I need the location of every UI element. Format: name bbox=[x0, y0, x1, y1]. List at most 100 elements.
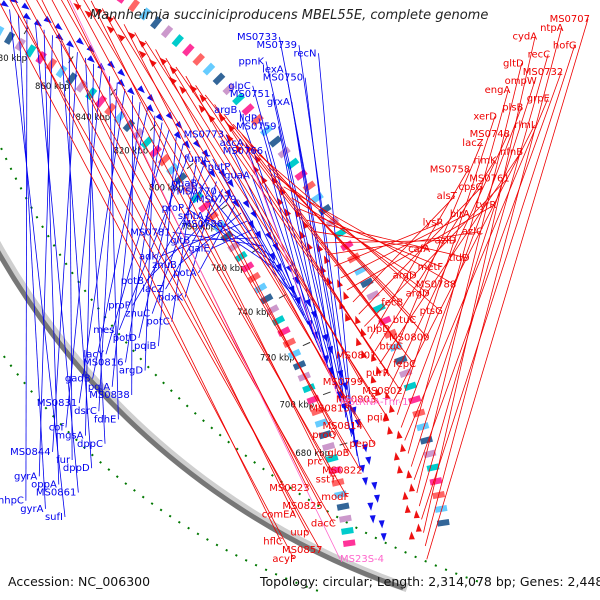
forward-gene-arrow bbox=[21, 2, 30, 10]
gene-label-reverse: sstT bbox=[316, 474, 337, 485]
gene-label-reverse: MS0801 bbox=[336, 350, 376, 361]
reverse-gene-arrow bbox=[299, 230, 306, 240]
leader-line bbox=[418, 54, 549, 507]
tick-label: 760 kbp bbox=[211, 264, 246, 274]
gene-label-forward: MS0838 bbox=[89, 390, 129, 401]
gene-label-reverse: MS0814 bbox=[322, 421, 362, 432]
reverse-gene-arrow bbox=[337, 279, 344, 288]
cog-category-block bbox=[166, 162, 180, 176]
gene-label-reverse: pqiA bbox=[367, 412, 389, 423]
leader-line bbox=[252, 85, 344, 408]
gene-label-reverse: MS0802 bbox=[362, 386, 402, 397]
gene-label-reverse: btuC bbox=[393, 315, 417, 326]
leader-line bbox=[334, 222, 442, 267]
forward-gene-arrow bbox=[362, 477, 368, 486]
reverse-gene-arrow bbox=[383, 413, 390, 422]
leader-line bbox=[192, 237, 259, 241]
gene-label-forward: dppC bbox=[77, 439, 103, 450]
gene-label-forward: MS0831 bbox=[37, 398, 77, 409]
gene-label-forward: lldP bbox=[239, 113, 257, 124]
forward-gene-arrow bbox=[127, 87, 135, 96]
leader-line bbox=[369, 169, 469, 339]
gene-label-reverse: acyP bbox=[272, 554, 296, 565]
gene-label-forward: MS0781 bbox=[130, 227, 170, 238]
forward-gene-arrow bbox=[354, 418, 361, 428]
cog-category-block bbox=[139, 7, 152, 21]
cog-category-block bbox=[240, 261, 255, 273]
tick-mark bbox=[220, 204, 228, 211]
cog-category-block bbox=[253, 282, 268, 294]
cog-category-block bbox=[241, 103, 255, 116]
cog-category-block bbox=[271, 315, 286, 327]
gene-label-reverse: ompW bbox=[505, 76, 537, 87]
leader-line bbox=[83, 0, 361, 471]
gene-label-forward: MS0759 bbox=[236, 121, 276, 132]
cog-category-block bbox=[340, 240, 354, 252]
forward-gene-arrow bbox=[365, 456, 372, 465]
leader-line bbox=[410, 80, 536, 467]
forward-gene-arrow bbox=[226, 179, 234, 188]
leader-line bbox=[396, 116, 496, 415]
gene-label-reverse: hflC bbox=[263, 536, 283, 547]
gene-label-forward: mesJ bbox=[93, 325, 117, 336]
forward-gene-arrow bbox=[380, 533, 387, 542]
leader-line bbox=[185, 207, 280, 272]
leader-line bbox=[223, 113, 402, 347]
leader-line-rna bbox=[69, 0, 341, 560]
gene-label-forward: mgsA bbox=[55, 431, 83, 442]
gene-label-reverse: MS0823 bbox=[269, 483, 309, 494]
leader-line bbox=[318, 53, 355, 447]
reverse-gene-arrow bbox=[361, 349, 367, 359]
leader-line bbox=[232, 123, 428, 338]
forward-gene-arrow bbox=[117, 68, 126, 77]
gene-label-forward: mhpC bbox=[0, 496, 24, 507]
tick-mark bbox=[186, 163, 194, 170]
cog-category-block bbox=[416, 422, 430, 432]
forward-gene-arrow bbox=[361, 443, 368, 453]
forward-gene-arrow bbox=[367, 502, 374, 511]
gene-label-reverse: engA bbox=[485, 85, 511, 96]
gene-label-forward: potD bbox=[113, 333, 137, 344]
tick-label: 880 kbp bbox=[0, 54, 27, 64]
gene-label-forward: MS0816 bbox=[83, 357, 123, 368]
gene-label-reverse: birA bbox=[450, 209, 470, 220]
leader-line bbox=[258, 118, 330, 371]
leader-line bbox=[144, 40, 388, 418]
forward-gene-arrow bbox=[146, 104, 154, 113]
gene-label-forward: ppnK bbox=[238, 56, 264, 67]
cog-category-block bbox=[338, 514, 352, 523]
forward-gene-arrow bbox=[337, 369, 343, 379]
gene-label-reverse: MS0707 bbox=[550, 14, 590, 25]
gene-label-reverse: xerD bbox=[473, 111, 497, 122]
cog-category-block bbox=[334, 490, 348, 499]
gene-label-forward: accA bbox=[220, 138, 244, 149]
gene-label-forward: guaB bbox=[172, 178, 198, 189]
reverse-gene-arrow bbox=[393, 452, 400, 461]
gene-label-reverse: MS0800 bbox=[389, 333, 429, 344]
reverse-gene-arrow bbox=[84, 10, 93, 18]
tick-label: 860 kbp bbox=[35, 82, 70, 92]
leader-line bbox=[60, 40, 93, 469]
cog-category-block bbox=[174, 172, 188, 185]
leader-line bbox=[145, 196, 230, 282]
reverse-gene-arrow bbox=[397, 465, 403, 474]
gene-label-forward: dppD bbox=[63, 463, 90, 474]
reverse-gene-arrow bbox=[94, 7, 103, 16]
cog-category-block bbox=[65, 72, 78, 86]
leader-line bbox=[157, 136, 177, 347]
leader-line bbox=[379, 151, 522, 364]
gene-label-forward: glpC bbox=[228, 81, 250, 92]
forward-gene-arrow bbox=[371, 481, 378, 491]
reverse-gene-arrow bbox=[343, 291, 350, 300]
cog-category-block bbox=[232, 92, 245, 106]
leader-line bbox=[404, 98, 549, 441]
leader-line bbox=[165, 189, 224, 290]
reverse-gene-arrow bbox=[355, 315, 361, 325]
forward-gene-arrow bbox=[86, 55, 95, 63]
gene-label-forward: guaA bbox=[224, 170, 250, 181]
gene-label-reverse: purR bbox=[366, 368, 390, 379]
leader-line bbox=[413, 71, 562, 480]
cog-category-block bbox=[190, 191, 204, 204]
tick-mark bbox=[322, 391, 331, 396]
gene-label-forward: adk bbox=[139, 252, 157, 263]
